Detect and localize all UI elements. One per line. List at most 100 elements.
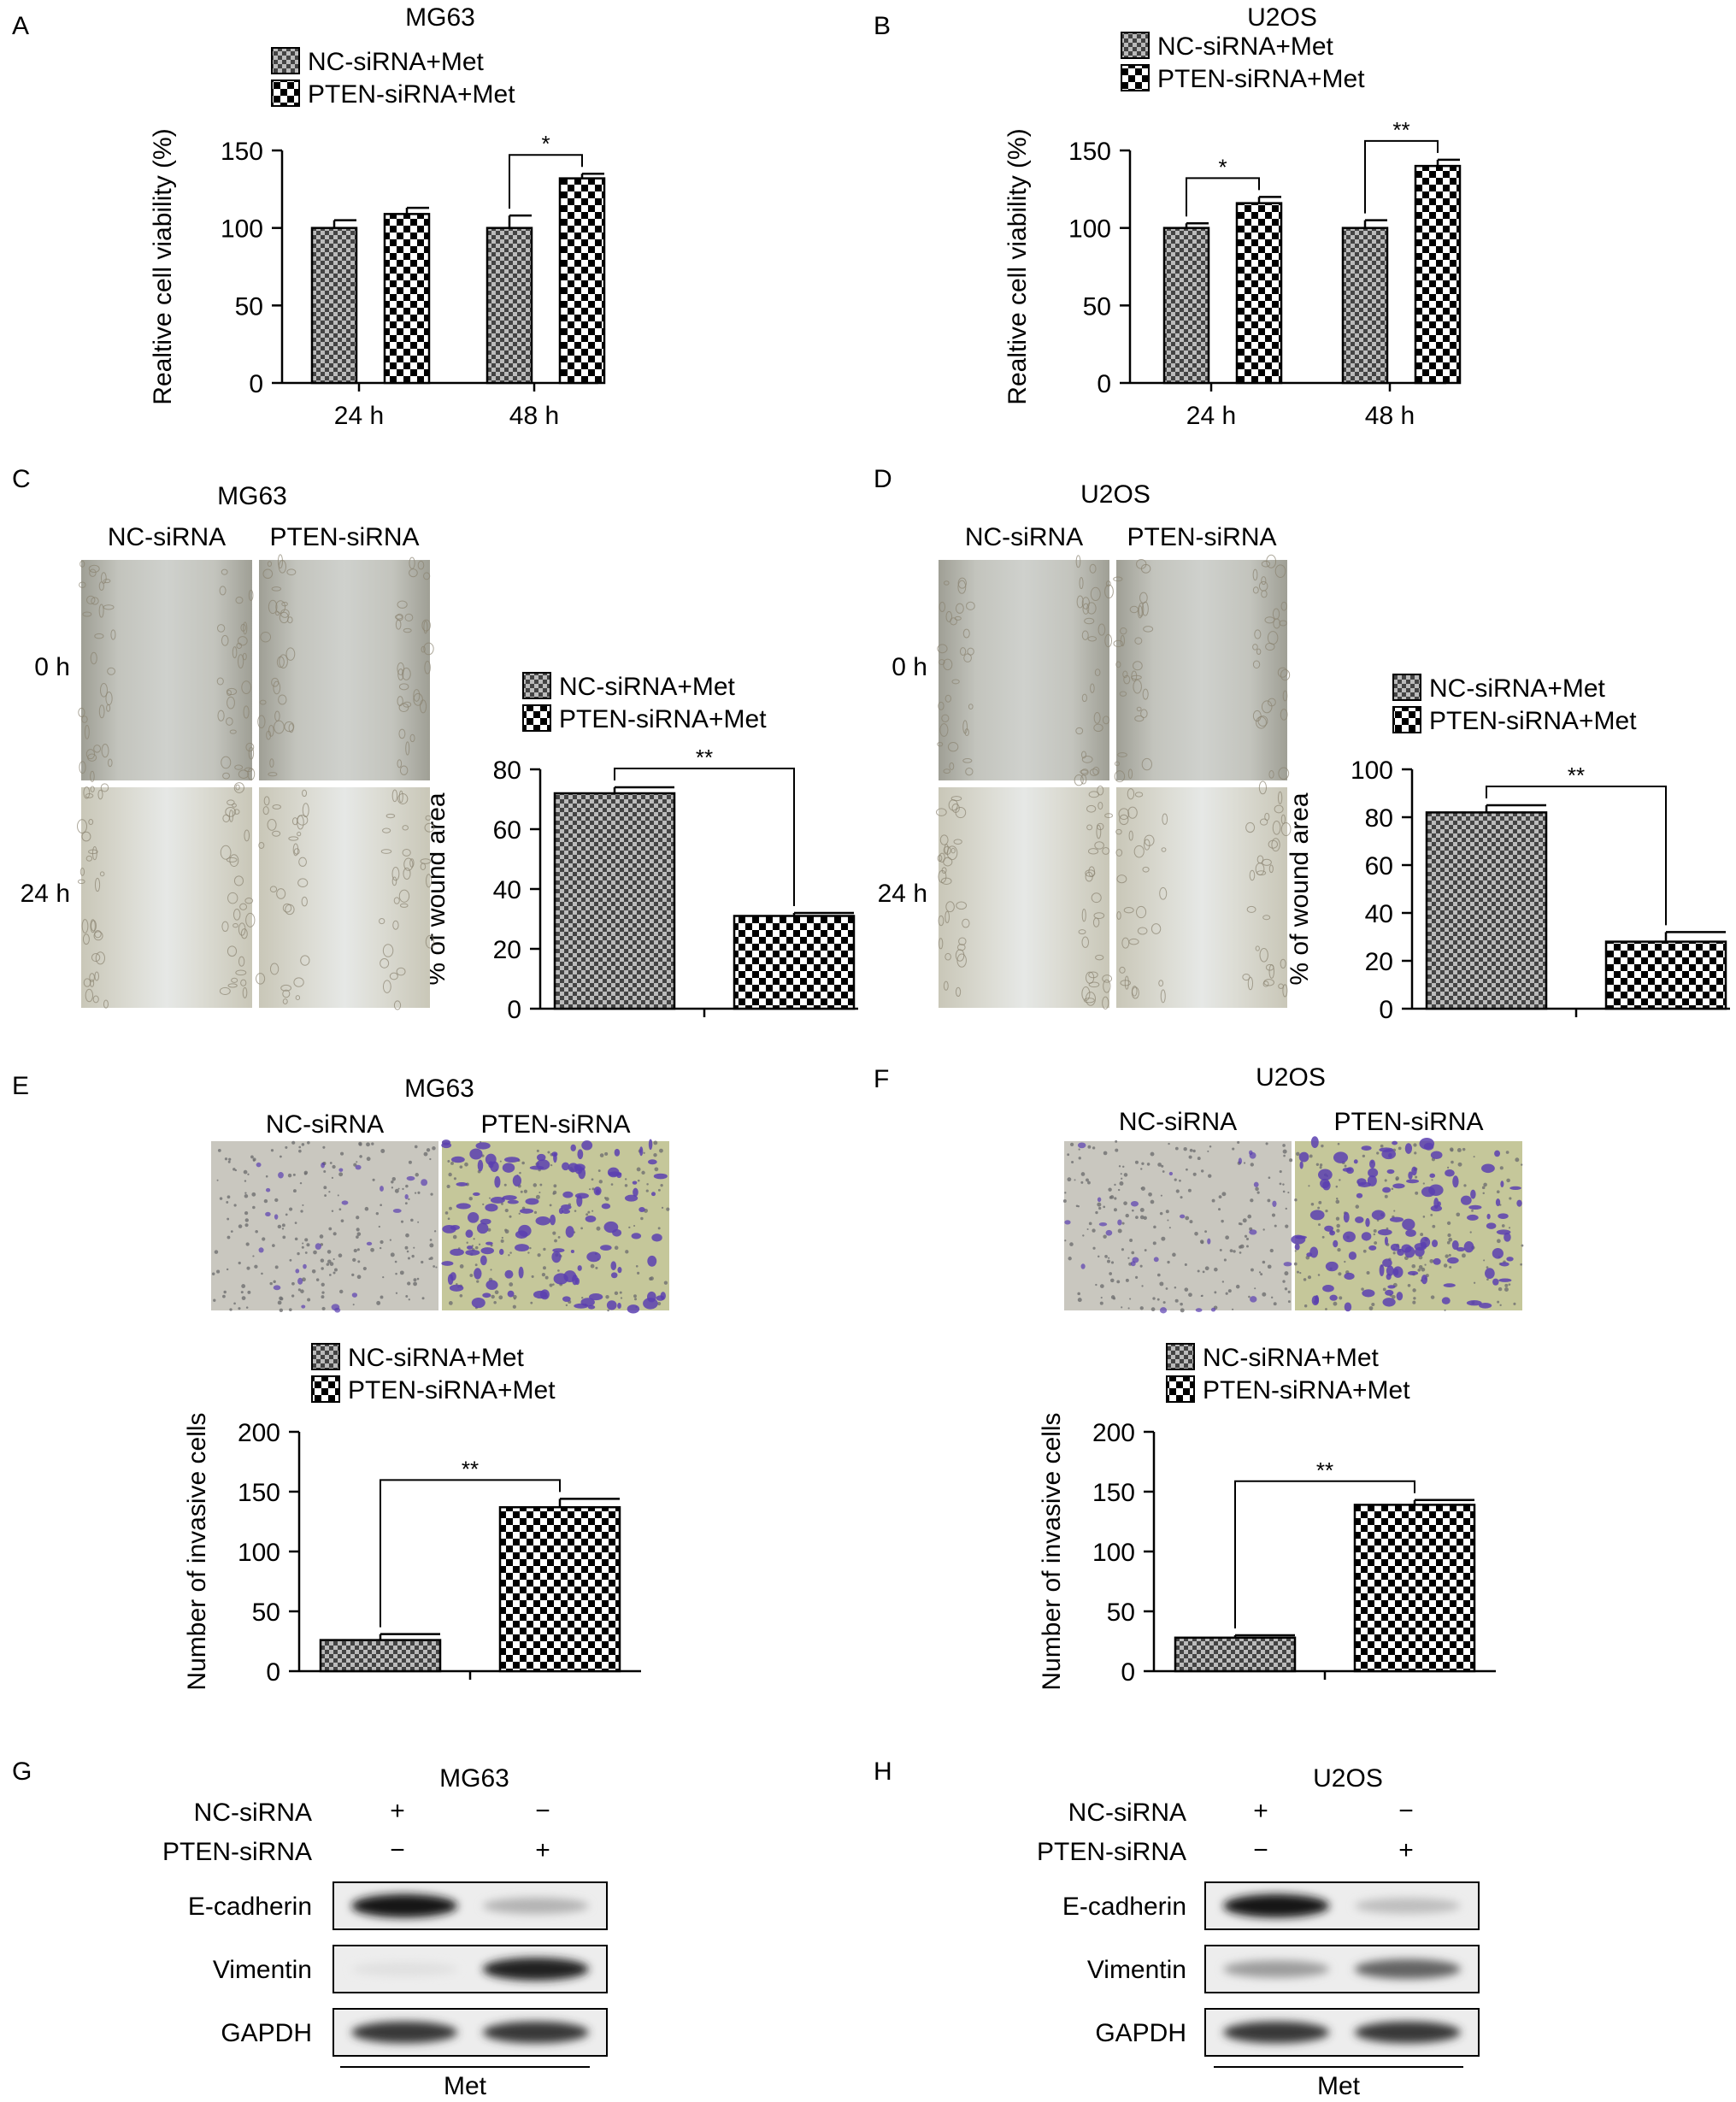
row-label: 0 h bbox=[34, 653, 70, 681]
band-label: Vimentin bbox=[1087, 1956, 1186, 1984]
legend-swatch bbox=[271, 79, 300, 107]
column-label: PTEN-siRNA bbox=[480, 1110, 630, 1139]
significance-bracket bbox=[509, 154, 583, 209]
condition-sign: − bbox=[535, 1797, 550, 1825]
y-axis-label: Number of invasive cells bbox=[183, 1412, 211, 1690]
bar-pten bbox=[733, 915, 856, 1010]
legend-swatch bbox=[1121, 64, 1150, 91]
chart-E: E MG63 0 50 100 150 200 Number of invasive cell… bbox=[12, 1072, 641, 1691]
invasion-image bbox=[1062, 1139, 1293, 1314]
y-tick-label: 50 bbox=[1107, 1599, 1135, 1627]
condition-label: NC-siRNA bbox=[194, 1799, 312, 1827]
blot-band bbox=[482, 2021, 589, 2044]
y-tick-label: 40 bbox=[1365, 900, 1393, 928]
invasion-image bbox=[441, 1139, 670, 1314]
blot-band bbox=[482, 1898, 589, 1914]
y-tick-label: 60 bbox=[1365, 852, 1393, 880]
chart-title: U2OS bbox=[1247, 3, 1317, 32]
y-tick-label: 0 bbox=[1379, 996, 1393, 1024]
legend-swatch bbox=[1166, 1343, 1195, 1370]
y-axis-label: Realtive cell viability (%) bbox=[1003, 128, 1032, 404]
y-tick-label: 20 bbox=[493, 936, 521, 964]
panel-label: E bbox=[12, 1072, 29, 1100]
blot-band bbox=[482, 1958, 589, 1981]
bar-pten bbox=[1414, 164, 1462, 385]
band-label: E-cadherin bbox=[1062, 1893, 1186, 1921]
blot-band bbox=[1223, 1960, 1330, 1978]
bar-nc bbox=[310, 227, 358, 385]
wound-image bbox=[256, 787, 435, 1010]
condition-sign: + bbox=[535, 1836, 550, 1864]
y-tick-label: 0 bbox=[507, 996, 521, 1024]
bar-nc bbox=[1425, 811, 1548, 1010]
column-label: PTEN-siRNA bbox=[269, 523, 419, 551]
chart-B: B U2OS 0 50 100 150 Realtive cell viability (%… bbox=[874, 3, 1462, 430]
significance-bracket bbox=[1234, 1480, 1415, 1628]
legend-label: NC-siRNA+Met bbox=[348, 1344, 525, 1372]
chart-D: D U2OS 0 20 40 60 80 100 % of wound area ** NC-siR… bbox=[874, 465, 1730, 1024]
bar-pten bbox=[1235, 202, 1283, 385]
chart-title: U2OS bbox=[1080, 480, 1150, 509]
invasion-images-E: NC-siRNA PTEN-siRNA bbox=[211, 1110, 670, 1314]
row-label: 24 h bbox=[878, 880, 927, 908]
y-tick-label: 100 bbox=[221, 215, 263, 244]
blot-band bbox=[1354, 2021, 1461, 2044]
wound-image bbox=[937, 555, 1114, 786]
y-tick-label: 0 bbox=[1121, 1658, 1135, 1687]
condition-label: PTEN-siRNA bbox=[1037, 1838, 1186, 1866]
condition-sign: − bbox=[1253, 1836, 1268, 1864]
legend-label: PTEN-siRNA+Met bbox=[559, 705, 767, 733]
y-tick-label: 60 bbox=[493, 816, 521, 845]
condition-sign: − bbox=[1398, 1797, 1414, 1825]
wound-image bbox=[936, 785, 1114, 1010]
legend-label: PTEN-siRNA+Met bbox=[348, 1376, 556, 1404]
blot-title: MG63 bbox=[439, 1764, 509, 1793]
western-blot-panels: G MG63 NC-siRNA + − PTEN-siRNA − + E-cadherin Vim… bbox=[12, 1758, 1480, 2100]
y-tick-label: 200 bbox=[238, 1419, 280, 1447]
invasion-images-F: NC-siRNA PTEN-siRNA bbox=[1062, 1108, 1524, 1314]
blot-strip bbox=[1204, 2008, 1480, 2057]
blot-strip bbox=[1204, 1945, 1480, 1993]
band-label: GAPDH bbox=[1095, 2019, 1186, 2047]
legend-swatch bbox=[1121, 32, 1150, 59]
condition-sign: + bbox=[1398, 1836, 1414, 1864]
significance-marker: ** bbox=[1392, 117, 1409, 143]
legend-swatch bbox=[271, 47, 300, 74]
legend-label: NC-siRNA+Met bbox=[1203, 1344, 1380, 1372]
bar-pten bbox=[498, 1505, 621, 1673]
panel-label: C bbox=[12, 465, 31, 493]
band-label: GAPDH bbox=[221, 2019, 312, 2047]
chart-F: F U2OS 0 50 100 150 200 Number of invasive cell… bbox=[874, 1063, 1496, 1691]
blot-title: U2OS bbox=[1313, 1764, 1383, 1793]
row-label: 0 h bbox=[892, 653, 927, 681]
bar-nc bbox=[553, 792, 676, 1010]
chart-title: U2OS bbox=[1256, 1063, 1326, 1092]
bar-chart-panels: A MG63 0 50 100 150 Realtive cell viability (%… bbox=[12, 3, 1730, 1691]
column-label: NC-siRNA bbox=[1119, 1108, 1237, 1136]
chart-A: A MG63 0 50 100 150 Realtive cell viability (%… bbox=[12, 3, 606, 430]
significance-bracket bbox=[1486, 786, 1667, 926]
panel-label: B bbox=[874, 12, 891, 40]
legend-swatch bbox=[522, 672, 551, 699]
treatment-label: Met bbox=[1317, 2072, 1361, 2100]
chart-title: MG63 bbox=[405, 3, 475, 32]
significance-bracket bbox=[1364, 139, 1439, 214]
y-tick-label: 50 bbox=[252, 1599, 280, 1627]
y-tick-label: 150 bbox=[221, 138, 263, 166]
y-tick-label: 100 bbox=[1068, 215, 1111, 244]
significance-marker: ** bbox=[1316, 1457, 1333, 1483]
y-tick-label: 80 bbox=[493, 757, 521, 785]
significance-marker: * bbox=[1218, 154, 1227, 180]
bar-pten bbox=[383, 213, 431, 385]
legend-label: NC-siRNA+Met bbox=[559, 673, 736, 701]
transwell-invasion-images: NC-siRNA PTEN-siRNA NC-siRNA PTEN-siRNA bbox=[211, 1108, 1524, 1314]
y-tick-label: 80 bbox=[1365, 804, 1393, 833]
legend-swatch bbox=[1392, 674, 1421, 701]
treatment-label: Met bbox=[444, 2072, 487, 2100]
y-tick-label: 150 bbox=[1068, 138, 1111, 166]
bar-nc bbox=[1341, 227, 1389, 385]
row-label: 24 h bbox=[21, 880, 70, 908]
bar-pten bbox=[1353, 1504, 1476, 1673]
bar-pten bbox=[1604, 940, 1727, 1010]
legend-label: NC-siRNA+Met bbox=[1157, 32, 1334, 61]
